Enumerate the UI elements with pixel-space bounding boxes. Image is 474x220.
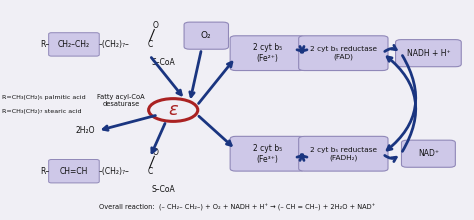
Text: R=CH₃(CH₂)₅ palmitic acid: R=CH₃(CH₂)₅ palmitic acid <box>1 95 85 101</box>
Text: –(CH₂)₇–: –(CH₂)₇– <box>99 167 129 176</box>
Text: C: C <box>147 40 153 49</box>
FancyBboxPatch shape <box>401 140 456 167</box>
Text: R–: R– <box>40 167 49 176</box>
FancyBboxPatch shape <box>49 33 99 56</box>
Text: 2H₂O: 2H₂O <box>76 126 95 135</box>
FancyBboxPatch shape <box>299 136 388 171</box>
FancyBboxPatch shape <box>230 136 305 171</box>
Text: C: C <box>147 167 153 176</box>
Text: CH=CH: CH=CH <box>60 167 88 176</box>
Text: R–: R– <box>40 40 49 49</box>
Text: 2 cyt b₅ reductase
(FADH₂): 2 cyt b₅ reductase (FADH₂) <box>310 147 377 161</box>
Text: O₂: O₂ <box>201 31 211 40</box>
Text: S–CoA: S–CoA <box>152 185 176 194</box>
FancyBboxPatch shape <box>230 36 305 71</box>
Text: NAD⁺: NAD⁺ <box>418 149 439 158</box>
Text: O: O <box>153 21 159 30</box>
Text: 2 cyt b₅
(Fe³⁺): 2 cyt b₅ (Fe³⁺) <box>253 144 283 164</box>
Text: –(CH₂)₇–: –(CH₂)₇– <box>99 40 129 49</box>
Text: R=CH₃(CH₂)₇ stearic acid: R=CH₃(CH₂)₇ stearic acid <box>1 109 81 114</box>
Text: S–CoA: S–CoA <box>152 59 176 68</box>
Text: O: O <box>153 148 159 157</box>
FancyBboxPatch shape <box>184 22 228 49</box>
Text: ε: ε <box>168 101 178 119</box>
FancyBboxPatch shape <box>49 160 99 183</box>
Text: CH₂–CH₂: CH₂–CH₂ <box>58 40 90 49</box>
Text: 2 cyt b₅
(Fe²⁺): 2 cyt b₅ (Fe²⁺) <box>253 43 283 63</box>
FancyBboxPatch shape <box>299 36 388 71</box>
Text: 2 cyt b₅ reductase
(FAD): 2 cyt b₅ reductase (FAD) <box>310 46 377 60</box>
FancyBboxPatch shape <box>396 40 461 67</box>
Text: Fatty acyl-CoA
desaturase: Fatty acyl-CoA desaturase <box>97 94 145 107</box>
Text: NADH + H⁺: NADH + H⁺ <box>407 49 450 58</box>
Text: Overall reaction:  (– CH₂– CH₂–) + O₂ + NADH + H⁺ → (– CH = CH–) + 2H₂O + NAD⁺: Overall reaction: (– CH₂– CH₂–) + O₂ + N… <box>99 204 375 211</box>
